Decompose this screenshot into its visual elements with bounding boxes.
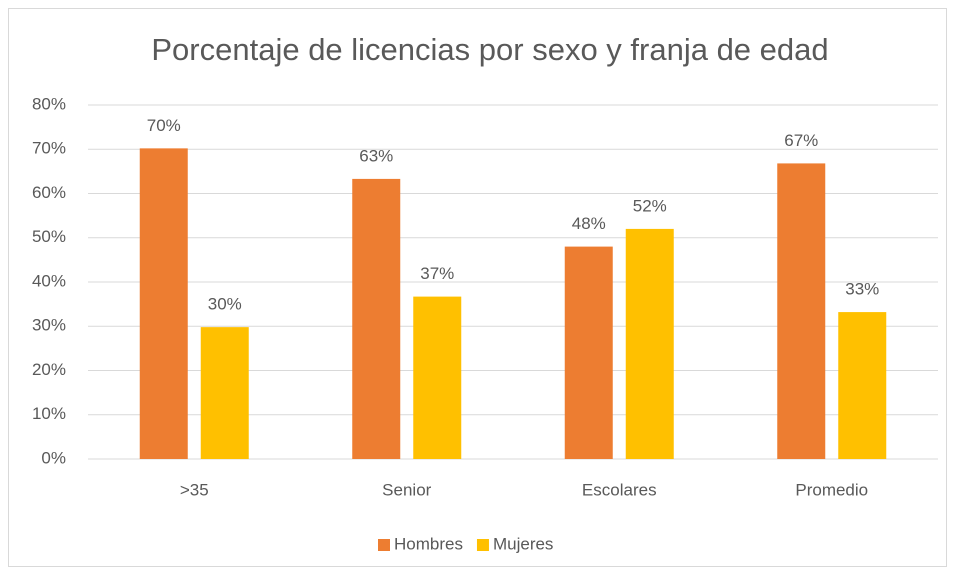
x-tick-label: >35 <box>180 480 209 499</box>
legend-label: Mujeres <box>493 534 553 553</box>
bar <box>838 312 887 459</box>
y-tick-label: 30% <box>32 316 66 335</box>
data-label: 33% <box>845 280 879 299</box>
bar <box>413 296 462 459</box>
y-tick-label: 80% <box>32 94 66 113</box>
y-tick-label: 70% <box>32 139 66 158</box>
bar <box>352 178 401 459</box>
bar <box>139 148 188 460</box>
data-label: 70% <box>147 116 181 135</box>
legend-swatch <box>378 539 390 551</box>
y-tick-label: 20% <box>32 360 66 379</box>
bar <box>625 228 674 459</box>
chart-title: Porcentaje de licencias por sexo y franj… <box>151 32 828 67</box>
y-tick-label: 10% <box>32 404 66 423</box>
legend-label: Hombres <box>394 534 463 553</box>
y-tick-label: 0% <box>41 448 66 467</box>
bar <box>777 163 826 459</box>
y-tick-label: 50% <box>32 227 66 246</box>
data-label: 67% <box>784 131 818 150</box>
bar <box>200 327 249 459</box>
x-tick-label: Promedio <box>795 480 868 499</box>
data-label: 37% <box>420 264 454 283</box>
y-tick-label: 60% <box>32 183 66 202</box>
bar <box>564 246 613 459</box>
data-label: 52% <box>633 196 667 215</box>
x-tick-label: Senior <box>382 480 431 499</box>
legend-swatch <box>476 539 489 551</box>
x-tick-label: Escolares <box>582 480 657 499</box>
data-label: 30% <box>208 295 242 314</box>
y-tick-label: 40% <box>32 271 66 290</box>
data-label: 63% <box>359 146 393 165</box>
data-label: 48% <box>572 214 606 233</box>
